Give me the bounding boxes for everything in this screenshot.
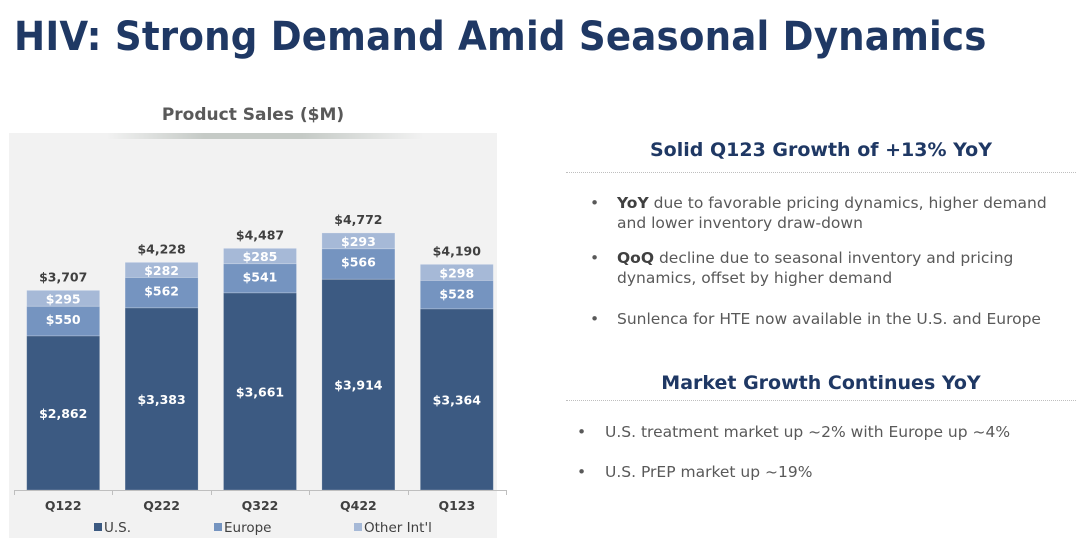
x-tick-label: Q222 (143, 498, 180, 513)
bar-segment-europe (26, 305, 101, 337)
bars-group: $2,862 $550 $295 $3,707 $3,383 $562 $282 $4,228… (26, 212, 494, 491)
x-tick-label: Q122 (45, 498, 82, 513)
legend-label: Other Int'l (364, 520, 432, 536)
data-label: $566 (341, 255, 376, 270)
data-label: $3,914 (334, 378, 383, 393)
slide-title: HIV: Strong Demand Amid Seasonal Dynamic… (14, 14, 987, 60)
data-label: $528 (439, 286, 474, 301)
legend: U.S. Europe Other Int'l (94, 520, 432, 536)
bar-segment-us (321, 278, 396, 491)
bar-segment-europe (321, 248, 396, 280)
data-label: $541 (243, 270, 278, 285)
legend-swatch (214, 523, 222, 531)
bullet-yoy: • YoY due to favorable pricing dynamics,… (590, 193, 1050, 233)
bullet-bold: YoY (617, 194, 649, 212)
bar-segment-otherintl (124, 261, 199, 278)
bar-segment-us (26, 335, 101, 491)
bullet-qoq: • QoQ decline due to seasonal inventory … (590, 248, 1050, 288)
bullet-dot: • (577, 463, 587, 481)
data-label: $282 (144, 263, 179, 278)
total-label: $4,228 (137, 241, 185, 256)
x-tick-label: Q322 (242, 498, 279, 513)
legend-swatch (354, 523, 362, 531)
data-label: $550 (46, 312, 81, 327)
bullet-text: U.S. PrEP market up ~19% (605, 463, 813, 481)
legend-label: U.S. (104, 520, 131, 536)
chart-panel-highlight (9, 133, 497, 139)
section-heading-market: Market Growth Continues YoY (661, 372, 981, 394)
bar-segment-europe (419, 279, 494, 310)
bullet-text: U.S. treatment market up ~2% with Europe… (605, 423, 1011, 441)
bullet-text: due to favorable pricing dynamics, highe… (648, 194, 1047, 212)
bar-segment-europe (223, 263, 297, 294)
data-label: $293 (341, 234, 376, 249)
section-divider (566, 400, 1076, 401)
data-label: $2,862 (39, 406, 87, 421)
section-divider (566, 172, 1076, 173)
data-label: $285 (243, 249, 278, 264)
total-label: $3,707 (39, 269, 87, 284)
legend-swatch (94, 523, 102, 531)
bullet-dot: • (590, 194, 600, 212)
legend-label: Europe (224, 520, 271, 536)
data-label: $3,364 (433, 392, 482, 407)
bullet-bold: QoQ (617, 249, 655, 267)
bar-segment-otherintl (26, 289, 101, 307)
total-label: $4,487 (236, 227, 284, 242)
data-label: $3,661 (236, 384, 284, 399)
total-label: $4,190 (433, 243, 482, 258)
bar-segment-otherintl (223, 247, 297, 265)
bullet-dot: • (577, 423, 587, 441)
bullet-text: Sunlenca for HTE now available in the U.… (617, 310, 1041, 328)
bullet-text-cont: and lower inventory draw-down (617, 214, 863, 232)
bar-segment-us (419, 308, 494, 491)
bullet-dot: • (590, 310, 600, 328)
bullet-prep-market: • U.S. PrEP market up ~19% (577, 462, 1057, 482)
chart-title: Product Sales ($M) (161, 105, 345, 125)
data-label: $298 (439, 265, 474, 280)
bullet-dot: • (590, 249, 600, 267)
bullet-text: decline due to seasonal inventory and pr… (654, 249, 1014, 267)
bar-segment-europe (124, 277, 199, 309)
data-label: $3,383 (137, 392, 185, 407)
total-label: $4,772 (334, 212, 382, 227)
bullet-treatment-market: • U.S. treatment market up ~2% with Euro… (577, 422, 1057, 442)
x-tick-label: Q422 (340, 498, 377, 513)
bullet-text-cont: dynamics, offset by higher demand (617, 269, 893, 287)
x-tick-label: Q123 (438, 498, 475, 513)
data-label: $295 (46, 291, 81, 306)
data-label: $562 (144, 284, 179, 299)
bar-segment-otherintl (321, 232, 396, 250)
x-axis: Q122 Q222 Q322 Q422 Q123 (14, 490, 507, 513)
section-heading-growth: Solid Q123 Growth of +13% YoY (650, 139, 992, 161)
bar-segment-otherintl (419, 263, 494, 281)
bullet-sunlenca: • Sunlenca for HTE now available in the … (590, 309, 1060, 329)
bar-segment-us (223, 292, 297, 491)
